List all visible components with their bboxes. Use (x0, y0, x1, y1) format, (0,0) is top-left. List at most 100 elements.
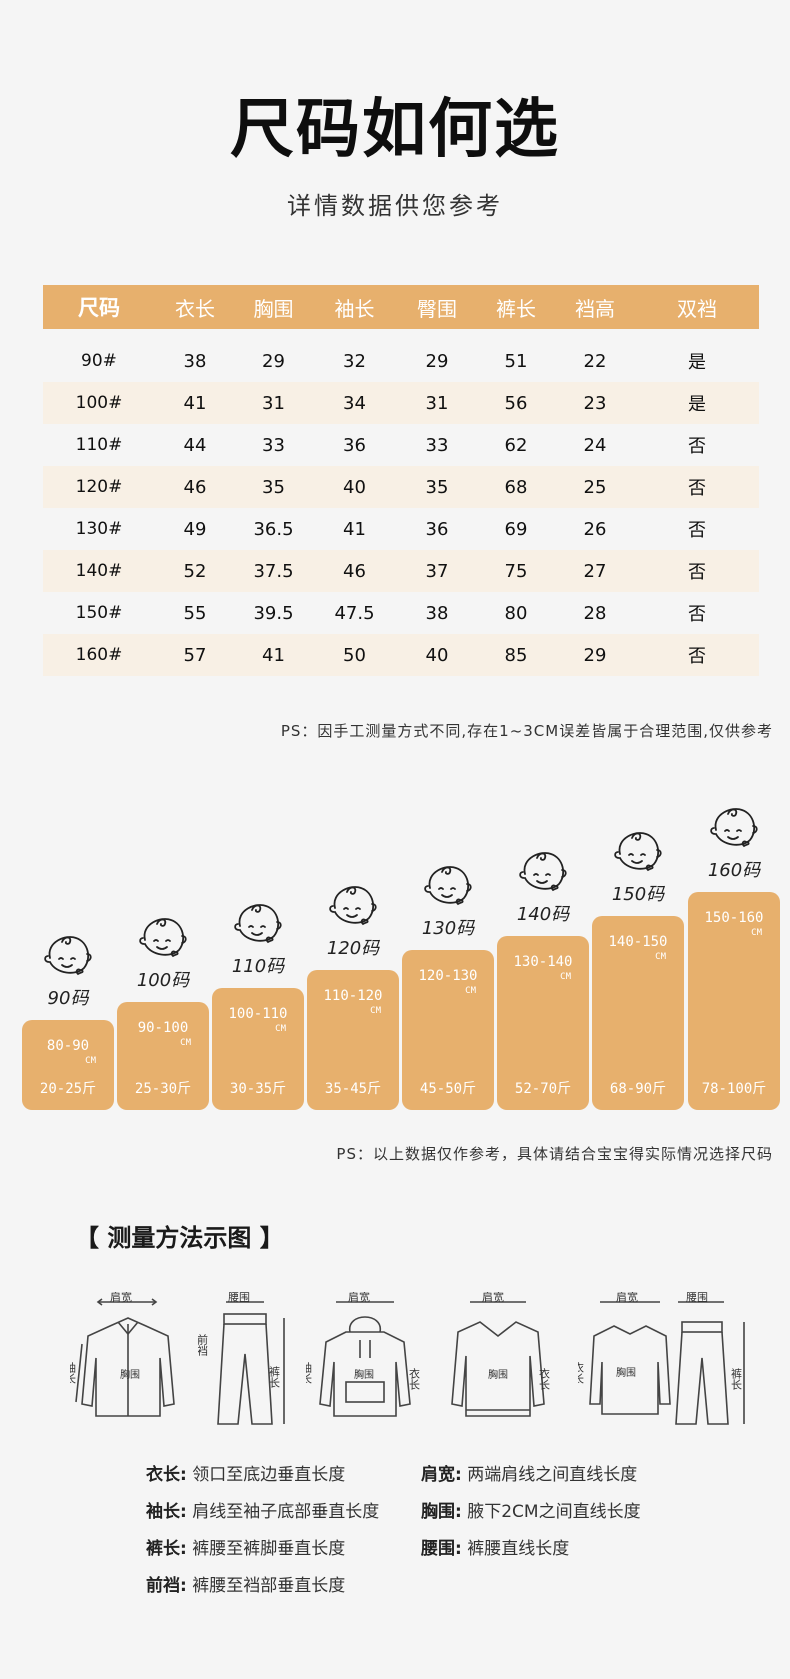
table-cell: 36 (343, 434, 366, 456)
height-range: 140-150 (608, 934, 668, 950)
column-header: 尺码 (43, 285, 155, 329)
height-range: 90-100 (137, 1020, 189, 1036)
size-column: 110码 100-110 CM 30-35斤 (212, 896, 304, 1110)
page-subtitle: 详情数据供您参考 (287, 192, 503, 220)
table-cell: 37 (397, 550, 477, 592)
weight-range: 20-25斤 (39, 1081, 97, 1097)
measurement-note: PS：因手工测量方式不同,存在1~3CM误差皆属于合理范围,仅供参考 (280, 722, 773, 740)
svg-text:腰围: 腰围 (686, 1292, 708, 1304)
table-cell: 是 (635, 382, 759, 424)
definition-item: 裤长: 裤腰至裤脚垂直长度 (146, 1539, 346, 1559)
column-header: 裆高 (555, 285, 635, 329)
size-label: 150码 (611, 884, 665, 905)
baby-face-icon (42, 932, 94, 976)
table-cell: 23 (555, 382, 635, 424)
size-label: 140码 (516, 904, 570, 925)
size-bar: 140-150 CM 68-90斤 (592, 916, 684, 1110)
pants-diagram: 腰围 前裆 裤长 (198, 1292, 285, 1425)
table-cell: 29 (555, 634, 635, 676)
table-cell: 否 (688, 604, 706, 625)
size-bar: 150-160 CM 78-100斤 (688, 892, 780, 1110)
size-bar: 100-110 CM 30-35斤 (212, 988, 304, 1110)
svg-text:胸围: 胸围 (616, 1366, 636, 1379)
table-cell: 34 (312, 382, 397, 424)
baby-face-icon (708, 804, 760, 848)
weight-range: 68-90斤 (609, 1081, 667, 1097)
size-bar: 110-120 CM 35-45斤 (307, 970, 399, 1110)
table-cell: 29 (425, 350, 449, 372)
table-cell: 41 (343, 518, 366, 540)
weight-range: 45-50斤 (419, 1081, 477, 1097)
size-column: 160码 150-160 CM 78-100斤 (688, 800, 780, 1110)
baby-face-icon (137, 914, 189, 958)
table-cell: 46 (155, 466, 235, 508)
table-cell: 49 (183, 518, 207, 540)
baby-face-icon (612, 828, 664, 872)
size-column: 140码 130-140 CM 52-70斤 (497, 844, 589, 1110)
table-cell: 是 (688, 352, 706, 373)
table-row: 160# 57 41 50 40 85 29 否 (43, 634, 759, 676)
table-cell: 80 (504, 602, 528, 624)
table-cell: 24 (583, 434, 607, 456)
sweater-diagram: 肩宽 胸围 衣长 (451, 1292, 551, 1417)
shoulder-label: 肩宽 (110, 1292, 132, 1304)
definition-item: 袖长: 肩线至袖子底部垂直长度 (146, 1502, 380, 1522)
table-cell: 50 (312, 634, 397, 676)
table-cell: 41 (155, 382, 235, 424)
hoodie-diagram: 肩宽 胸围 袖长 衣长 (306, 1292, 421, 1417)
table-cell: 44 (183, 434, 207, 456)
table-row: 120# 46 35 40 35 68 25 否 (43, 466, 759, 508)
table-cell: 28 (583, 602, 607, 624)
size-column: 120码 110-120 CM 35-45斤 (307, 878, 399, 1110)
baby-face-icon (422, 862, 474, 906)
table-cell: 75 (477, 550, 555, 592)
sweatsuit-diagram: 肩宽 胸围 衣长 腰围 裤长 (578, 1292, 745, 1425)
size-guide-note: PS：以上数据仅作参考，具体请结合宝宝得实际情况选择尺码 (336, 1145, 773, 1163)
height-range: 130-140 (513, 954, 573, 970)
size-label: 110码 (231, 956, 285, 977)
table-cell: 62 (504, 434, 528, 456)
height-unit: CM (751, 928, 762, 938)
size-column: 130码 120-130 CM 45-50斤 (402, 858, 494, 1110)
weight-range: 30-35斤 (229, 1081, 287, 1097)
table-row: 130# 49 36.5 41 36 69 26 否 (43, 508, 759, 550)
size-column: 90码 80-90 CM 20-25斤 (22, 928, 114, 1110)
table-cell: 否 (688, 436, 706, 457)
height-range: 110-120 (323, 988, 383, 1004)
column-header: 胸围 (235, 285, 312, 329)
table-cell: 否 (635, 634, 759, 676)
method-title: 【 测量方法示图 】 (75, 1224, 284, 1252)
table-cell: 38 (183, 350, 207, 372)
column-header: 裤长 (477, 285, 555, 329)
table-cell: 39.5 (253, 602, 294, 624)
size-bar: 80-90 CM 20-25斤 (22, 1020, 114, 1110)
size-label: 90码 (47, 988, 89, 1009)
size-column: 150码 140-150 CM 68-90斤 (592, 824, 684, 1110)
size-code-cell: 110# (75, 435, 123, 455)
height-unit: CM (465, 986, 476, 996)
front-rise-label: 前裆 (198, 1333, 209, 1357)
svg-text:肩宽: 肩宽 (348, 1292, 370, 1304)
size-code-cell: 120# (43, 466, 155, 508)
table-row: 110# 44 33 36 33 62 24 否 (43, 424, 759, 466)
height-unit: CM (370, 1006, 381, 1016)
baby-face-icon (517, 848, 569, 892)
column-header: 双裆 (635, 285, 759, 329)
weight-range: 35-45斤 (324, 1081, 382, 1097)
size-bar: 90-100 CM 25-30斤 (117, 1002, 209, 1110)
size-label: 120码 (326, 938, 380, 959)
definition-item: 腰围: 裤腰直线长度 (421, 1539, 570, 1559)
height-range: 100-110 (228, 1006, 288, 1022)
table-cell: 22 (583, 350, 607, 372)
table-cell: 32 (343, 350, 366, 372)
height-unit: CM (275, 1024, 286, 1034)
size-guide-chart: 90码 80-90 CM 20-25斤 100码 90-100 CM 25-30斤 110码 10… (0, 760, 790, 1110)
size-code-cell: 140# (43, 550, 155, 592)
sleeve-label: 袖长 (70, 1361, 77, 1384)
pants-length-label: 裤长 (268, 1365, 281, 1388)
size-label: 160码 (707, 860, 761, 881)
table-cell: 40 (397, 634, 477, 676)
size-bar: 120-130 CM 45-50斤 (402, 950, 494, 1110)
table-cell: 36 (425, 518, 449, 540)
measurement-diagrams: 肩宽 胸围 袖长 腰围 前裆 裤长 肩宽 胸围 袖长 衣长 (70, 1292, 750, 1442)
